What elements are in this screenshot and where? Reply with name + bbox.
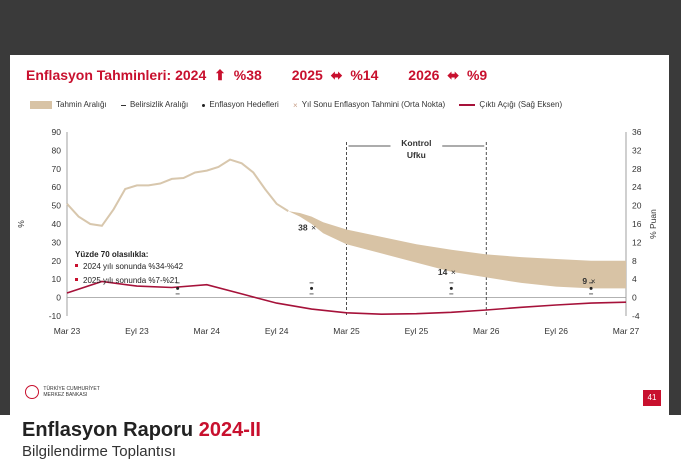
legend-label: Çıktı Açığı (Sağ Eksen) xyxy=(479,100,563,110)
legend-swatch-dot xyxy=(202,103,206,107)
y-tick-right: 32 xyxy=(632,145,642,155)
chart-legend: Tahmin Aralığı Belirsizlik Aralığı Enfla… xyxy=(30,100,659,110)
cbrt-logo: TÜRKİYE CUMHURİYET MERKEZ BANKASI xyxy=(25,385,100,399)
probability-note-bullet xyxy=(75,264,78,267)
y-tick-right: 0 xyxy=(632,293,637,303)
y-tick-right: 16 xyxy=(632,219,642,229)
double-arrow-icon: ⬌ xyxy=(330,67,343,83)
y-tick-left: -10 xyxy=(49,311,62,321)
footer-bar xyxy=(0,415,681,463)
year-end-forecast-label: 14 xyxy=(438,267,448,277)
x-tick-label: Eyl 23 xyxy=(125,326,149,336)
inflation-chart: -10 0 10 20 30 40 50 60 70 80 90 -4 0 4 8 12 16 20 24 28 32 3… xyxy=(16,127,658,336)
y-tick-left: 90 xyxy=(52,127,62,137)
legend-item-output-gap: Çıktı Açığı (Sağ Eksen) xyxy=(459,100,562,109)
x-tick-label: Mar 26 xyxy=(473,326,500,336)
control-horizon-label: Ufku xyxy=(407,150,426,160)
y-tick-left: 0 xyxy=(56,293,61,303)
inflation-target-dot xyxy=(449,286,453,290)
output-gap-line xyxy=(66,280,627,316)
y-tick-left: 80 xyxy=(52,145,62,155)
y-tick-right: 28 xyxy=(632,164,642,174)
x-tick-label: Mar 23 xyxy=(54,326,81,336)
title-2025-value: %14 xyxy=(350,67,379,83)
probability-note-bullet xyxy=(75,278,78,281)
logo-line1: TÜRKİYE CUMHURİYET xyxy=(43,386,100,392)
report-title-main: Enflasyon Raporu xyxy=(22,419,194,441)
title-2024-value: %38 xyxy=(233,67,262,83)
legend-item-forecast: × Yıl Sonu Enflasyon Tahmini (Orta Nokta) xyxy=(293,100,445,109)
legend-label: Yıl Sonu Enflasyon Tahmini (Orta Nokta) xyxy=(301,100,446,110)
y-tick-left: 20 xyxy=(52,256,62,266)
report-title-accent: 2024-II xyxy=(198,419,261,441)
probability-note-item: 2025 yılı sonunda %7-%21 xyxy=(83,276,179,285)
x-tick-label: Eyl 26 xyxy=(544,326,568,336)
y-tick-right: 4 xyxy=(632,274,637,284)
y-tick-right: -4 xyxy=(632,311,640,321)
legend-item-band: Tahmin Aralığı xyxy=(30,100,107,109)
logo-line2: MERKEZ BANKASI xyxy=(43,392,88,398)
cbrt-emblem-icon xyxy=(25,385,39,399)
y-tick-right: 20 xyxy=(632,201,642,211)
probability-note-title: Yüzde 70 olasılıkla: xyxy=(75,250,148,259)
legend-label: Belirsizlik Aralığı xyxy=(129,100,189,110)
year-end-forecast-label: 9 xyxy=(582,276,587,286)
inflation-target-dot xyxy=(310,286,314,290)
year-end-forecast-marker: × xyxy=(451,267,456,277)
y-tick-right: 24 xyxy=(632,182,642,192)
y-axis-label-right: % Puan xyxy=(648,209,658,239)
y-tick-right: 36 xyxy=(632,127,642,137)
title-2026-value: %9 xyxy=(466,67,488,83)
x-tick-label: Mar 27 xyxy=(613,326,640,336)
legend-swatch-cross: × xyxy=(293,100,298,110)
year-end-forecast-marker: × xyxy=(311,223,316,233)
probability-note-item: 2024 yılı sonunda %34-%42 xyxy=(83,262,184,271)
control-horizon-label: Kontrol xyxy=(401,138,431,148)
y-tick-right: 12 xyxy=(632,237,642,247)
inflation-actual-line xyxy=(66,158,289,227)
report-title: Enflasyon Raporu 2024-II xyxy=(22,419,261,442)
legend-swatch-dash xyxy=(120,104,126,106)
forecast-band xyxy=(288,211,626,289)
title-2026-label: 2026 xyxy=(408,67,440,83)
x-tick-label: Mar 25 xyxy=(333,326,360,336)
year-end-forecast-marker: × xyxy=(591,276,596,286)
legend-label: Enflasyon Hedefleri xyxy=(209,100,279,110)
title-main: Enflasyon Tahminleri: 2024 xyxy=(26,67,207,83)
x-tick-label: Mar 24 xyxy=(194,326,221,336)
slide: Enflasyon Tahminleri: 2024 ⬆ %38 2025 ⬌ … xyxy=(10,55,669,415)
page-number: 41 xyxy=(643,390,661,406)
y-tick-right: 8 xyxy=(632,256,637,266)
double-arrow-icon: ⬌ xyxy=(447,67,460,83)
inflation-target-dot xyxy=(589,286,593,290)
y-tick-left: 60 xyxy=(52,182,62,192)
legend-item-uncertainty: Belirsizlik Aralığı xyxy=(120,100,189,110)
legend-swatch-band xyxy=(30,101,52,110)
y-tick-left: 40 xyxy=(52,219,62,229)
y-axis-label-left: % xyxy=(16,220,26,228)
legend-label: Tahmin Aralığı xyxy=(56,100,107,110)
legend-item-targets: Enflasyon Hedefleri xyxy=(202,100,279,110)
x-tick-label: Eyl 25 xyxy=(405,326,429,336)
inflation-target-dot xyxy=(176,286,180,290)
y-tick-left: 30 xyxy=(52,237,62,247)
x-tick-label: Eyl 24 xyxy=(265,326,289,336)
title-2025-label: 2025 xyxy=(291,67,323,83)
slide-title: Enflasyon Tahminleri: 2024 ⬆ %38 2025 ⬌ … xyxy=(26,67,491,84)
up-arrow-icon: ⬆ xyxy=(214,67,226,83)
y-tick-left: 70 xyxy=(52,164,62,174)
legend-swatch-line xyxy=(459,104,476,107)
report-subtitle: Bilgilendirme Toplantısı xyxy=(22,443,176,460)
year-end-forecast-label: 38 xyxy=(298,223,308,233)
y-tick-left: 10 xyxy=(52,274,62,284)
y-tick-left: 50 xyxy=(52,201,62,211)
